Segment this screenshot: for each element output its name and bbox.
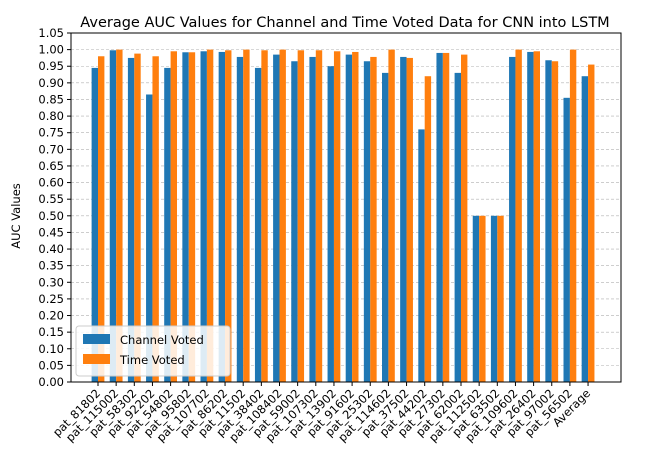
- y-tick-label: 0.65: [38, 159, 64, 173]
- bar-time: [134, 53, 141, 383]
- bar-channel: [91, 67, 98, 383]
- y-tick-label: 0.55: [38, 192, 64, 206]
- bar-channel: [581, 76, 589, 382]
- bar-time: [225, 50, 232, 382]
- bar-channel: [236, 56, 244, 382]
- bar-channel: [164, 67, 171, 383]
- y-tick-label: 0.10: [38, 342, 64, 356]
- bar-time: [152, 56, 159, 383]
- y-tick-label: 0.70: [38, 142, 64, 156]
- y-tick-label: 0.95: [38, 59, 64, 73]
- bar-channel: [309, 56, 316, 382]
- bar-time: [461, 54, 468, 382]
- y-tick-label: 0.50: [38, 209, 64, 223]
- y-tick-label: 0.20: [38, 309, 64, 323]
- bar-time: [588, 64, 595, 383]
- bar-channel: [200, 51, 207, 383]
- y-tick-label: 0.40: [38, 242, 64, 256]
- bar-time: [279, 49, 286, 382]
- y-tick-label: 1.00: [38, 43, 64, 57]
- legend-label-time: Time Voted: [119, 353, 185, 367]
- bar-channel: [509, 56, 516, 382]
- bar-channel: [400, 56, 407, 382]
- bar-channel: [273, 54, 280, 382]
- chart-title: Average AUC Values for Channel and Time …: [80, 15, 609, 31]
- bar-time: [297, 50, 305, 382]
- bar-channel: [527, 51, 534, 383]
- bar-time: [533, 51, 540, 383]
- bar-time: [569, 49, 577, 382]
- bar-channel: [454, 72, 461, 382]
- bar-channel: [291, 61, 298, 382]
- bar-time: [424, 76, 432, 382]
- y-tick-label: 0.90: [38, 76, 64, 90]
- bar-time: [116, 49, 123, 382]
- y-axis-label: AUC Values: [9, 183, 23, 249]
- legend-swatch-channel: [83, 334, 110, 344]
- bar-time: [442, 52, 450, 382]
- y-tick-label: 0.45: [38, 225, 64, 239]
- bar-time: [261, 50, 268, 382]
- y-tick-label: 0.60: [38, 176, 64, 190]
- bar-channel: [327, 66, 334, 382]
- bar-time: [515, 49, 522, 382]
- y-axis-ticks: 0.00 0.05 0.10 0.15 0.20 0.25 0.30 0.35 0.40 0.45…: [38, 26, 71, 389]
- bar-channel: [182, 52, 189, 382]
- bar-time: [551, 61, 559, 382]
- bar-time: [406, 57, 413, 383]
- bar-time: [370, 56, 377, 382]
- legend-box: [75, 325, 231, 377]
- x-axis-ticks: pat_81802pat_115002pat_58302pat_92202pat…: [50, 382, 593, 445]
- y-tick-label: 0.85: [38, 92, 64, 106]
- bar-time: [170, 51, 177, 383]
- bar-time: [497, 215, 504, 382]
- bar-channel: [436, 52, 443, 382]
- bar-time: [188, 52, 196, 382]
- y-tick-label: 0.75: [38, 126, 64, 140]
- bars-group: [91, 49, 595, 383]
- bar-time: [352, 51, 359, 383]
- bar-channel: [109, 50, 117, 382]
- y-tick-label: 0.80: [38, 109, 64, 123]
- plot-frame: [70, 32, 622, 383]
- bar-channel: [563, 97, 570, 383]
- bar-channel: [472, 215, 480, 382]
- y-tick-label: 0.00: [38, 375, 64, 389]
- legend-label-channel: Channel Voted: [120, 333, 204, 347]
- bar-time: [315, 50, 323, 382]
- legend: Channel Voted Time Voted: [75, 325, 231, 377]
- bar-time: [243, 49, 250, 382]
- y-tick-label: 1.05: [38, 26, 64, 40]
- y-tick-label: 0.05: [38, 358, 64, 372]
- bar-channel: [218, 51, 226, 383]
- bar-channel: [382, 72, 389, 382]
- y-tick-label: 0.15: [38, 325, 64, 339]
- bar-channel: [127, 57, 135, 383]
- bar-time: [479, 215, 486, 382]
- bar-channel: [490, 215, 498, 382]
- bar-time: [206, 49, 214, 382]
- y-tick-label: 0.30: [38, 275, 64, 289]
- bar-channel: [418, 129, 425, 382]
- y-tick-label: 0.35: [38, 259, 64, 273]
- bar-channel: [363, 61, 371, 382]
- bar-time: [98, 56, 105, 383]
- bar-channel: [254, 67, 262, 383]
- bar-channel: [345, 54, 353, 382]
- y-tick-label: 0.25: [38, 292, 64, 306]
- bar-time: [388, 49, 395, 382]
- bar-channel: [545, 60, 552, 382]
- bar-time: [333, 51, 341, 383]
- legend-swatch-time: [83, 354, 110, 364]
- bar-channel: [146, 94, 153, 382]
